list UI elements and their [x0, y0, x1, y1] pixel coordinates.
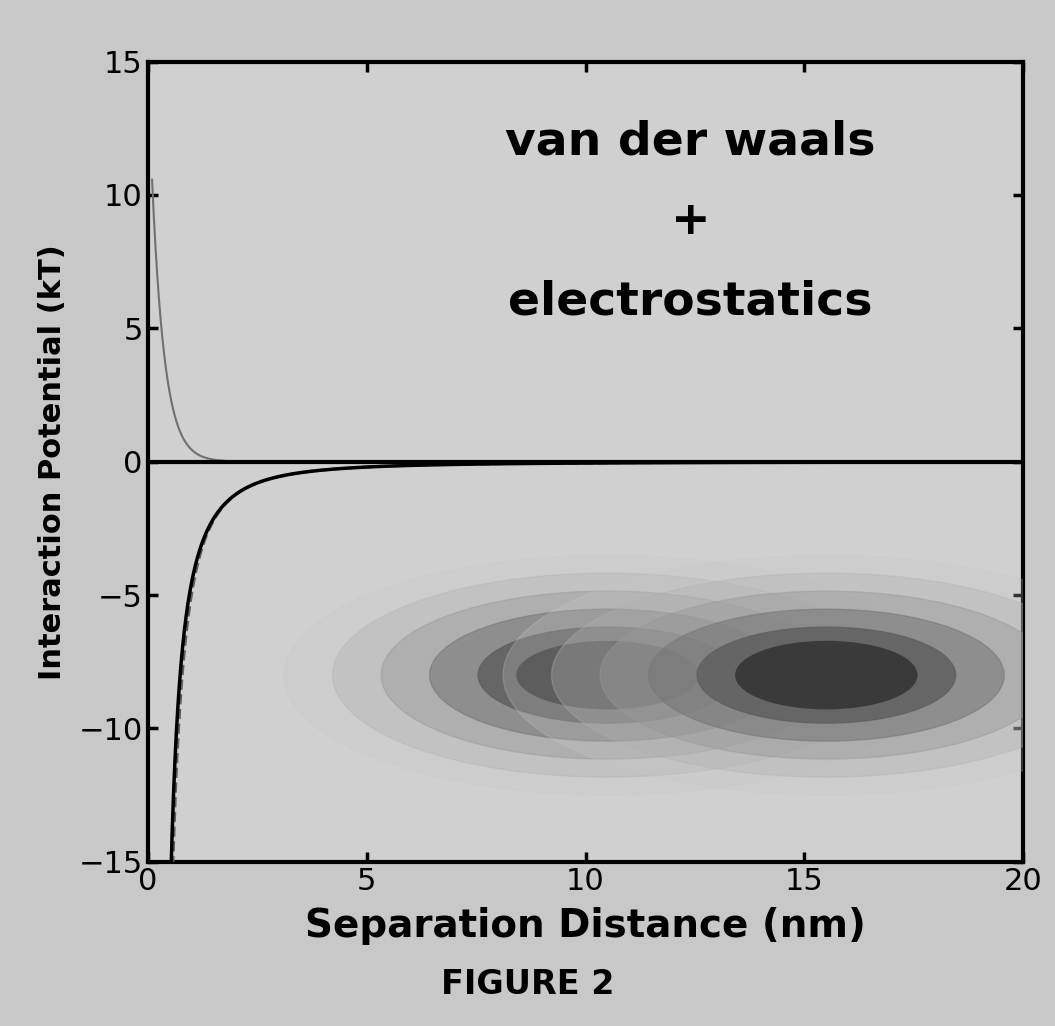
Text: FIGURE 2: FIGURE 2 [441, 969, 614, 1001]
Ellipse shape [332, 574, 882, 777]
Y-axis label: Interaction Potential (kT): Interaction Potential (kT) [38, 244, 68, 679]
Ellipse shape [552, 574, 1055, 777]
Ellipse shape [429, 609, 785, 741]
X-axis label: Separation Distance (nm): Separation Distance (nm) [305, 907, 866, 945]
Ellipse shape [284, 555, 931, 795]
Ellipse shape [503, 555, 1055, 795]
Ellipse shape [478, 627, 736, 723]
Ellipse shape [600, 591, 1053, 759]
Ellipse shape [697, 627, 956, 723]
Ellipse shape [649, 609, 1004, 741]
Ellipse shape [735, 641, 917, 709]
Ellipse shape [517, 641, 698, 709]
Text: van der waals
+
electrostatics: van der waals + electrostatics [505, 119, 876, 324]
Ellipse shape [381, 591, 833, 759]
